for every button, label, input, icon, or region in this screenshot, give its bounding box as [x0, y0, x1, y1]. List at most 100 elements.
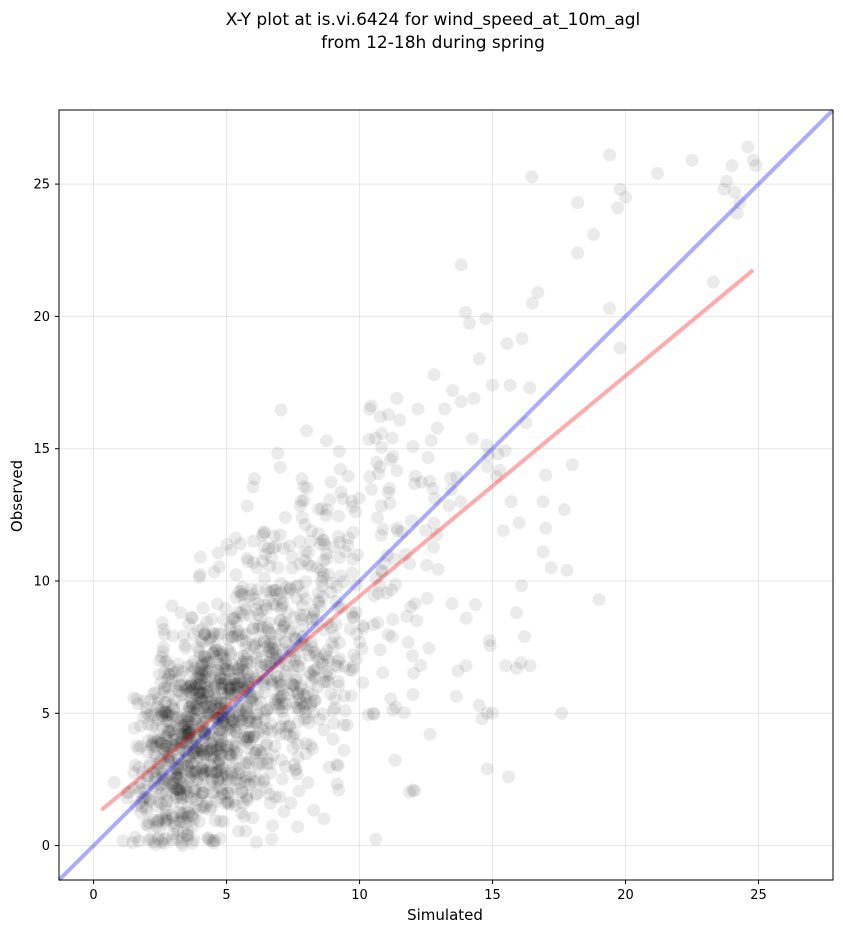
scatter-point — [390, 524, 404, 538]
scatter-point — [196, 786, 210, 800]
scatter-point — [239, 734, 253, 748]
scatter-point — [454, 258, 468, 272]
scatter-point — [222, 797, 236, 811]
scatter-point — [424, 434, 438, 448]
scatter-point — [155, 811, 169, 825]
scatter-point — [539, 468, 553, 482]
scatter-point — [208, 644, 222, 658]
scatter-point — [224, 647, 238, 661]
scatter-point — [223, 664, 236, 678]
scatter-point — [334, 462, 347, 476]
scatter-point — [198, 628, 212, 642]
scatter-point — [188, 728, 202, 742]
scatter-point — [295, 696, 309, 710]
scatter-point — [190, 696, 204, 710]
scatter-point — [241, 677, 255, 691]
scatter-point — [190, 751, 204, 764]
scatter-point — [197, 663, 211, 677]
scatter-point — [167, 701, 181, 715]
scatter-point — [243, 777, 257, 791]
scatter-point — [283, 650, 297, 664]
scatter-point — [403, 557, 417, 570]
scatter-point — [260, 703, 274, 717]
scatter-point — [239, 704, 253, 718]
scatter-point — [238, 683, 252, 696]
scatter-point — [198, 700, 212, 714]
scatter-point — [221, 772, 235, 786]
scatter-point — [204, 751, 218, 765]
scatter-point — [422, 641, 436, 655]
scatter-point — [140, 776, 154, 790]
scatter-point — [250, 788, 264, 802]
scatter-point — [383, 496, 397, 510]
scatter-point — [290, 762, 304, 776]
scatter-point — [187, 770, 201, 784]
scatter-point — [304, 738, 318, 752]
scatter-point — [170, 710, 183, 724]
scatter-point — [295, 638, 309, 651]
scatter-point — [301, 776, 315, 790]
scatter-point — [258, 658, 272, 672]
scatter-point — [210, 706, 224, 720]
scatter-point — [233, 761, 247, 775]
scatter-point — [196, 786, 209, 800]
scatter-point — [373, 410, 387, 424]
scatter-point — [185, 810, 199, 824]
scatter-point — [288, 763, 302, 777]
scatter-point — [212, 560, 226, 574]
scatter-point — [185, 735, 199, 749]
scatter-point — [212, 730, 226, 744]
scatter-point — [248, 640, 261, 654]
scatter-point — [224, 686, 238, 700]
scatter-point — [204, 764, 218, 778]
scatter-point — [181, 660, 195, 674]
scatter-point — [219, 673, 233, 686]
scatter-point — [203, 765, 217, 779]
scatter-point — [177, 727, 191, 741]
scatter-point — [514, 656, 528, 670]
scatter-point — [275, 623, 289, 637]
scatter-point — [202, 700, 216, 714]
scatter-point — [214, 709, 228, 722]
scatter-point — [221, 722, 235, 736]
scatter-point — [154, 835, 168, 849]
scatter-point — [613, 182, 627, 196]
scatter-point — [209, 691, 223, 705]
scatter-point — [217, 704, 231, 718]
scatter-point — [278, 616, 292, 630]
scatter-point — [143, 757, 157, 771]
scatter-point — [213, 667, 227, 681]
scatter-point — [261, 541, 275, 555]
scatter-point — [159, 705, 173, 719]
scatter-point — [248, 775, 262, 788]
scatter-point — [288, 654, 302, 668]
scatter-point — [250, 714, 264, 728]
scatter-point — [190, 703, 204, 717]
scatter-point — [234, 703, 248, 717]
scatter-point — [137, 711, 150, 725]
scatter-point — [174, 797, 188, 811]
scatter-point — [189, 739, 203, 753]
scatter-point — [496, 524, 510, 538]
scatter-point — [465, 432, 479, 446]
scatter-point — [374, 528, 388, 542]
scatter-point — [243, 752, 257, 766]
scatter-point — [317, 707, 331, 721]
scatter-point — [162, 668, 176, 682]
scatter-point — [390, 391, 404, 405]
scatter-point — [214, 696, 228, 710]
scatter-point — [349, 578, 363, 592]
scatter-point — [450, 470, 464, 484]
scatter-point — [274, 403, 288, 417]
scatter-point — [332, 530, 346, 544]
scatter-point — [142, 791, 156, 805]
scatter-point — [170, 782, 184, 796]
scatter-point — [196, 695, 210, 708]
scatter-point — [193, 707, 207, 720]
scatter-point — [194, 691, 208, 705]
scatter-point — [267, 651, 281, 665]
scatter-point — [523, 381, 537, 395]
scatter-point — [232, 667, 246, 681]
scatter-point — [217, 676, 231, 690]
